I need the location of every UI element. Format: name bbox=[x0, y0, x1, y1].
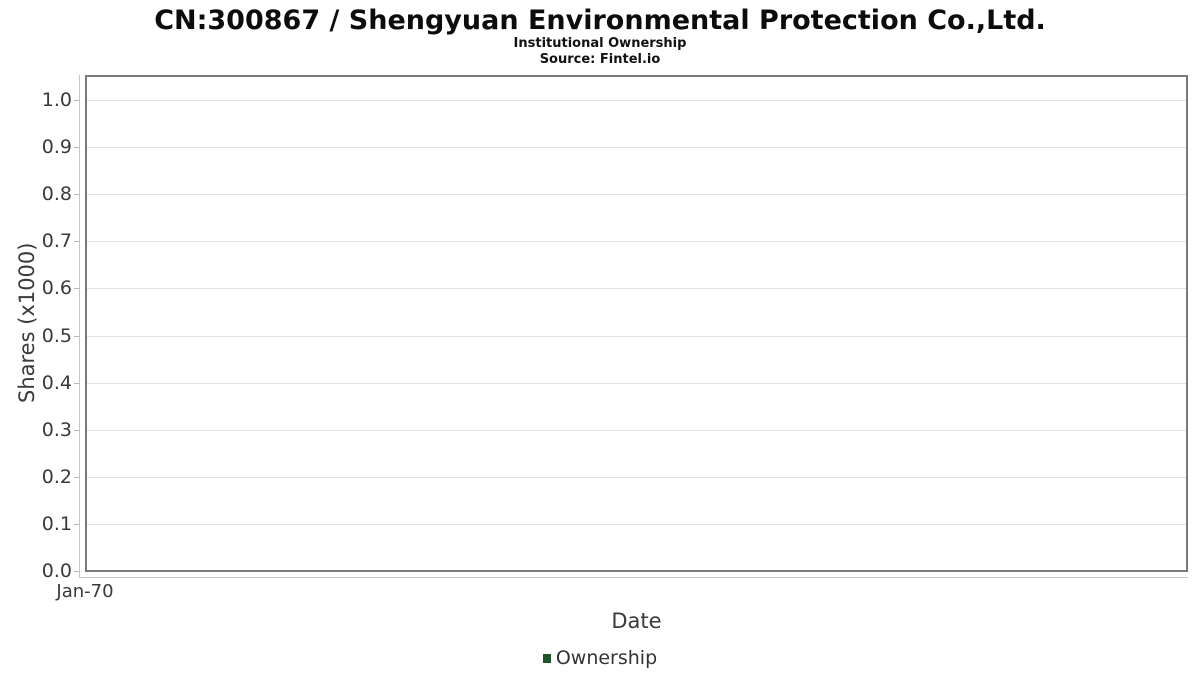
legend-marker-icon bbox=[542, 653, 551, 663]
x-axis-title: Date bbox=[611, 609, 662, 633]
gridline bbox=[87, 477, 1186, 478]
y-tick-label: 0.9 bbox=[41, 136, 72, 158]
y-tick-mark bbox=[74, 241, 79, 242]
gridline bbox=[87, 241, 1186, 242]
gridline bbox=[87, 100, 1186, 101]
y-tick-mark bbox=[74, 100, 79, 101]
gridline bbox=[87, 383, 1186, 384]
x-axis-line bbox=[79, 577, 1188, 578]
y-tick-label: 0.6 bbox=[41, 277, 72, 299]
chart-title: CN:300867 / Shengyuan Environmental Prot… bbox=[154, 5, 1046, 36]
chart-subtitle: Institutional Ownership bbox=[513, 36, 687, 51]
y-tick-label: 0.8 bbox=[41, 183, 72, 205]
y-tick-label: 0.1 bbox=[41, 513, 72, 535]
gridline bbox=[87, 288, 1186, 289]
y-tick-mark bbox=[74, 524, 79, 525]
y-axis-title: Shares (x1000) bbox=[15, 242, 39, 403]
y-tick-label: 0.4 bbox=[41, 372, 72, 394]
gridline bbox=[87, 336, 1186, 337]
y-tick-label: 1.0 bbox=[41, 89, 72, 111]
y-tick-mark bbox=[74, 288, 79, 289]
gridline bbox=[87, 147, 1186, 148]
gridline bbox=[87, 524, 1186, 525]
y-tick-mark bbox=[74, 194, 79, 195]
y-tick-label: 0.5 bbox=[41, 325, 72, 347]
y-axis-line bbox=[79, 75, 80, 578]
legend-item: Ownership bbox=[542, 646, 658, 670]
x-tick-label: Jan-70 bbox=[56, 581, 114, 602]
y-tick-label: 0.7 bbox=[41, 230, 72, 252]
chart-legend: Ownership bbox=[0, 646, 1200, 670]
y-tick-label: 0.2 bbox=[41, 466, 72, 488]
legend-label: Ownership bbox=[555, 647, 658, 669]
y-tick-label: 0.3 bbox=[41, 419, 72, 441]
gridline bbox=[87, 194, 1186, 195]
chart-source-label: Source: Fintel.io bbox=[539, 52, 661, 67]
y-tick-mark bbox=[74, 147, 79, 148]
plot-area bbox=[85, 75, 1188, 572]
gridline bbox=[87, 430, 1186, 431]
y-tick-mark bbox=[74, 571, 79, 572]
y-tick-mark bbox=[74, 477, 79, 478]
y-tick-label: 0.0 bbox=[41, 560, 72, 582]
y-tick-mark bbox=[74, 383, 79, 384]
y-tick-mark bbox=[74, 430, 79, 431]
y-tick-mark bbox=[74, 336, 79, 337]
